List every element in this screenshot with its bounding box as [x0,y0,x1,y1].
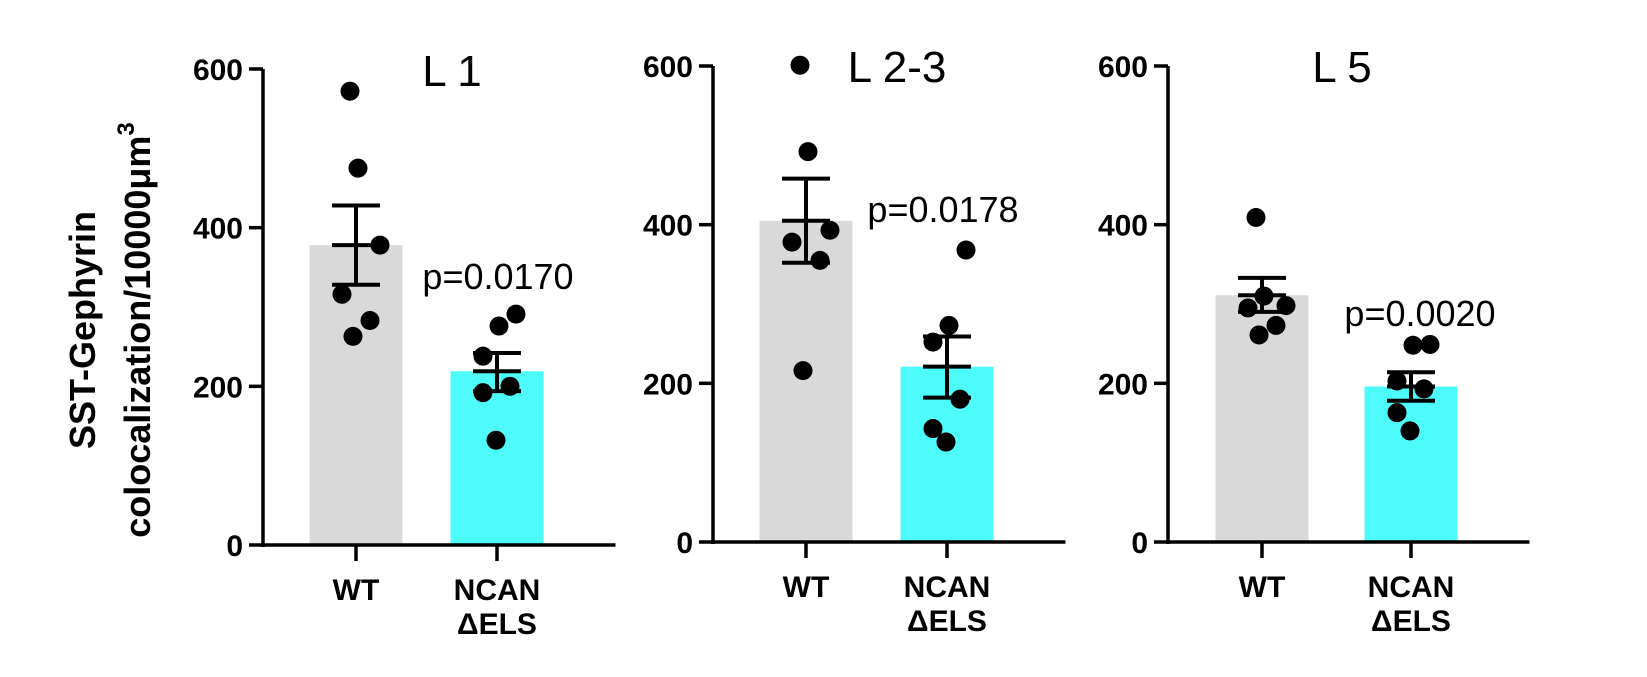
data-point [810,250,830,270]
data-point [956,240,976,260]
data-point [1238,298,1258,318]
y-axis-label: SST-Gephyrin [62,211,103,449]
data-point [923,419,943,439]
category-label: WT [783,571,830,604]
panel-2: 0 200 400 600 WT NCAN ΔELS L 2-3 p=0.0178 [643,43,1066,638]
y-axis-label-line2: colocalization/10000μm [117,136,158,538]
data-point [1246,208,1266,228]
panel-1: 0 200 400 600 WT NCAN ΔELS L 1 p=0.0170 [193,47,616,641]
y-tick-label: 400 [643,210,693,243]
data-point [798,142,818,162]
bar-wt [309,245,403,545]
p-value-annotation: p=0.0178 [867,189,1018,230]
panel-3: 0 200 400 600 WT NCAN ΔELS L 5 p=0.0020 [1098,43,1530,638]
data-point [936,432,956,452]
data-point [820,220,840,240]
axes [711,66,1066,544]
data-point [486,430,506,450]
data-point [360,310,380,330]
y-tick-label: 200 [193,371,243,404]
panel-title: L 1 [422,47,482,96]
data-point [793,361,813,381]
data-point [332,284,352,304]
error-bar [473,351,521,394]
p-value-annotation: p=0.0170 [422,256,573,297]
data-point [790,55,810,75]
data-point [939,315,959,335]
error-bar [782,176,830,265]
data-point [348,158,368,178]
data-point [340,81,360,101]
y-tick-label: 0 [226,530,243,563]
y-axis-label-2: colocalization/10000μm3 [113,122,158,538]
data-point [1420,334,1440,354]
bar-ncan [450,371,544,545]
error-bar [1238,275,1286,314]
axes [261,69,616,547]
data-point [1400,421,1420,441]
data-point [1414,379,1434,399]
bar-ncan [1364,386,1458,542]
data-point [1266,315,1286,335]
y-tick-label: 600 [193,54,243,87]
data-point [1403,335,1423,355]
y-tick-label: 0 [676,527,693,560]
category-label: NCAN ΔELS [1368,571,1455,638]
y-tick-label: 200 [643,368,693,401]
y-tick-label: 0 [1131,527,1148,560]
category-label: WT [1239,571,1286,604]
data-point [1387,403,1407,423]
data-point [782,232,802,252]
panel-title: L 2-3 [848,43,947,92]
y-tick-label: 600 [1098,51,1148,84]
data-point [343,326,363,346]
error-bar [332,203,380,287]
data-point [473,346,493,366]
panel-title: L 5 [1312,43,1372,92]
bar-wt [759,220,853,542]
error-bar [923,334,971,400]
category-label: WT [333,574,380,607]
p-value-annotation: p=0.0020 [1344,293,1495,334]
data-point [1249,325,1269,345]
category-label: NCAN ΔELS [454,574,541,641]
y-tick-label: 400 [1098,210,1148,243]
data-point [506,304,526,324]
y-tick-label: 600 [643,51,693,84]
axes [1166,66,1530,544]
y-tick-label: 200 [1098,368,1148,401]
y-axis-label-superscript: 3 [113,122,140,135]
y-axis-label-line1: SST-Gephyrin [62,211,103,449]
y-tick-label: 400 [193,213,243,246]
category-label: NCAN ΔELS [904,571,991,638]
error-bar [1387,370,1435,403]
data-point [489,316,509,336]
